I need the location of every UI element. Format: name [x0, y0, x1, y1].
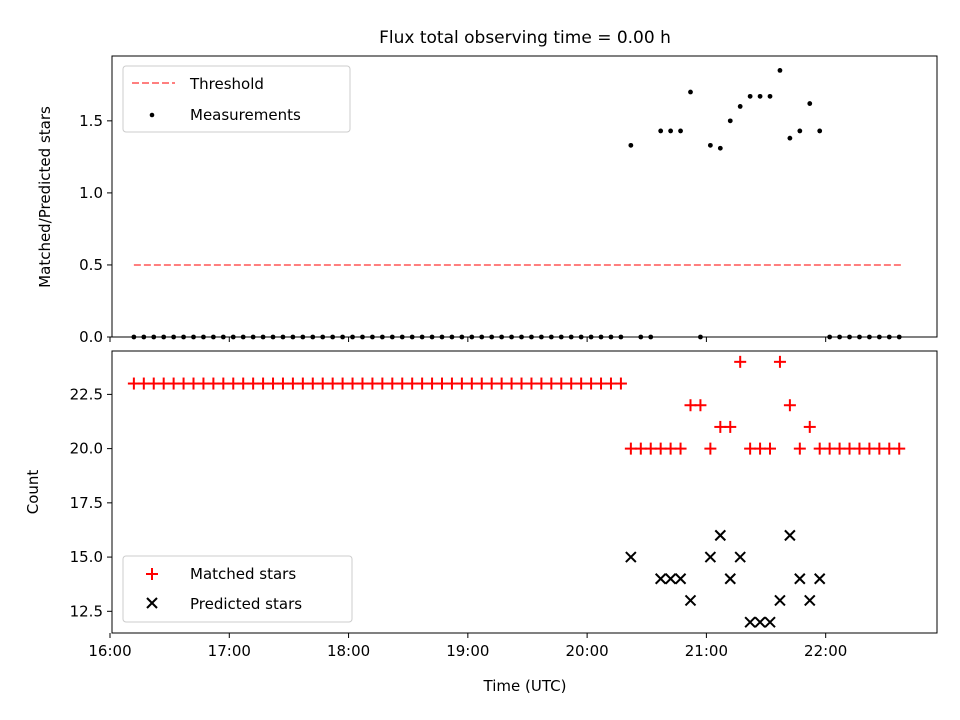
top-panel: Flux total observing time = 0.00 h Match…: [36, 28, 938, 346]
measurement-point: [747, 93, 753, 99]
predicted-star-marker: [734, 551, 746, 563]
matched-star-marker: [793, 442, 806, 455]
bottom-panel: Count Time (UTC) 12.5 15.0 17.5 20.0 22.5 16:…: [24, 350, 938, 695]
y-tick-label: 0.5: [79, 256, 103, 274]
measurement-point: [628, 142, 634, 148]
predicted-star-marker: [814, 573, 826, 585]
chart-title: Flux total observing time = 0.00 h: [379, 28, 671, 48]
plot-frame: [111, 55, 938, 338]
matched-star-marker: [694, 399, 707, 412]
legend-matched-label: Matched stars: [190, 565, 296, 583]
predicted-star-marker: [714, 529, 727, 542]
predicted-star-marker: [774, 594, 786, 607]
legend-measurements-swatch: [149, 112, 155, 118]
bottom-legend-box: [122, 555, 353, 623]
y-tick-label: 12.5: [70, 602, 103, 620]
measurement-point: [787, 135, 793, 141]
measurement-point: [817, 128, 823, 134]
y-tick-label: 15.0: [70, 548, 103, 566]
measurement-point: [668, 128, 674, 134]
top-legend-box: [122, 65, 351, 133]
measurement-point: [757, 93, 763, 99]
y-tick-label: 20.0: [70, 440, 103, 458]
predicted-star-marker: [784, 529, 796, 542]
predicted-star-marker: [764, 616, 776, 628]
matched-star-marker: [614, 377, 627, 390]
matched-star-marker: [773, 355, 786, 368]
bottom-legend: Matched stars Predicted stars: [122, 555, 353, 623]
predicted-star-marker: [704, 551, 717, 563]
y-tick-label: 17.5: [70, 494, 103, 512]
predicted-star-marker: [744, 616, 756, 628]
predicted-star-marker: [804, 594, 816, 607]
bottom-y-axis-label: Count: [24, 470, 42, 515]
measurement-point: [767, 93, 773, 99]
y-tick-label: 1.0: [79, 184, 103, 202]
measurement-point: [807, 101, 813, 106]
top-y-axis-label: Matched/Predicted stars: [36, 106, 54, 288]
x-tick-label: 19:00: [446, 642, 489, 660]
predicted-star-marker: [664, 573, 677, 585]
predicted-star-marker: [684, 594, 697, 607]
measurement-point: [727, 118, 733, 124]
measurement-point: [717, 145, 723, 151]
top-legend: Threshold Measurements: [122, 65, 351, 133]
predicted-star-marker: [724, 573, 736, 585]
legend-matched-swatch: [146, 568, 158, 580]
predicted-star-marker: [625, 551, 637, 563]
matched-star-marker: [734, 355, 747, 368]
x-tick-label: 20:00: [566, 642, 609, 660]
predicted-star-marker: [674, 573, 687, 585]
legend-predicted-label: Predicted stars: [190, 595, 302, 613]
y-tick-label: 1.5: [79, 112, 103, 130]
matched-star-marker: [783, 399, 796, 412]
x-tick-label: 17:00: [208, 642, 251, 660]
y-tick-label: 0.0: [79, 328, 103, 346]
x-tick-label: 22:00: [804, 642, 847, 660]
matched-star-marker: [724, 420, 737, 433]
plot-frame: [111, 350, 938, 634]
measurement-point: [777, 68, 783, 73]
measurement-point: [678, 128, 683, 134]
x-tick-label: 16:00: [88, 642, 131, 660]
measurement-point: [737, 104, 743, 109]
measurement-point: [658, 128, 664, 134]
predicted-star-marker: [794, 573, 806, 585]
x-tick-label: 21:00: [685, 642, 728, 660]
x-axis-label: Time (UTC): [483, 677, 567, 695]
matched-star-marker: [764, 442, 777, 455]
matched-star-marker: [674, 442, 687, 455]
legend-predicted-swatch: [146, 597, 158, 609]
legend-measurements-label: Measurements: [190, 106, 301, 124]
matched-star-marker: [803, 420, 816, 433]
matched-star-marker: [704, 442, 717, 455]
predicted-star-marker: [654, 573, 667, 585]
legend-threshold-label: Threshold: [189, 75, 264, 93]
measurement-point: [707, 142, 713, 148]
matched-star-marker: [893, 442, 906, 455]
y-tick-label: 22.5: [70, 385, 103, 403]
x-tick-label: 18:00: [327, 642, 370, 660]
measurement-point: [688, 89, 693, 95]
predicted-star-marker: [754, 616, 766, 628]
measurement-point: [797, 128, 803, 134]
